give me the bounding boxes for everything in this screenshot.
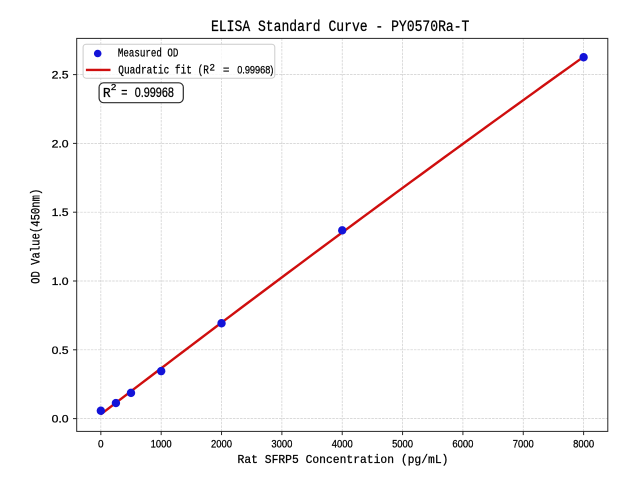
svg-text:0: 0 [98, 439, 104, 451]
svg-text:0.0: 0.0 [52, 414, 69, 426]
svg-text:2000: 2000 [211, 439, 232, 451]
svg-text:Measured OD: Measured OD [118, 47, 178, 61]
svg-text:2.0: 2.0 [52, 138, 69, 150]
svg-text:=: = [121, 86, 127, 102]
svg-text:5000: 5000 [392, 439, 413, 451]
svg-text:4000: 4000 [332, 439, 353, 451]
svg-text:0.99968: 0.99968 [135, 85, 174, 100]
svg-text:0.99968): 0.99968) [237, 64, 273, 76]
svg-text:2: 2 [210, 62, 215, 72]
svg-text:6000: 6000 [452, 439, 473, 451]
svg-text:1.5: 1.5 [52, 207, 69, 219]
svg-text:Quadratic fit (R: Quadratic fit (R [118, 63, 209, 77]
svg-text:3000: 3000 [271, 439, 292, 451]
svg-text:1.0: 1.0 [52, 276, 69, 288]
svg-text:Rat SFRP5 Concentration (pg/mL: Rat SFRP5 Concentration (pg/mL) [238, 453, 449, 467]
svg-text:8000: 8000 [573, 439, 594, 451]
svg-text:ELISA Standard Curve - PY0570R: ELISA Standard Curve - PY0570Ra-T [211, 18, 469, 36]
svg-text:2: 2 [111, 83, 117, 92]
svg-text:0.5: 0.5 [52, 345, 69, 357]
svg-text:7000: 7000 [513, 439, 534, 451]
svg-text:=: = [223, 63, 230, 77]
svg-text:1000: 1000 [151, 439, 172, 451]
svg-text:R: R [103, 86, 111, 102]
svg-text:OD Value(450nm): OD Value(450nm) [30, 189, 44, 284]
svg-text:2.5: 2.5 [52, 70, 69, 82]
